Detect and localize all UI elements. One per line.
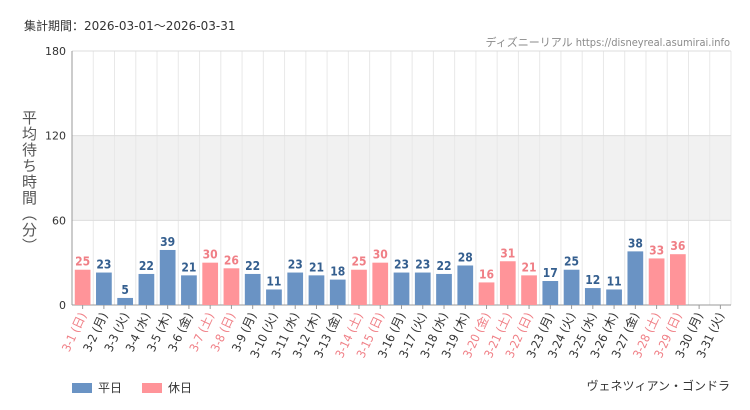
bar — [584, 288, 601, 305]
data-label: 36 — [670, 239, 685, 253]
bar — [74, 269, 91, 305]
legend: 平日 休日 — [72, 379, 212, 396]
data-label: 12 — [585, 273, 600, 287]
data-label: 25 — [75, 255, 90, 269]
shaded-band — [72, 135, 731, 221]
data-label: 30 — [203, 248, 218, 262]
data-label: 23 — [288, 258, 303, 272]
data-label: 22 — [437, 259, 452, 273]
y-axis-title: 平均待ち時間（分） — [20, 110, 38, 254]
data-label: 30 — [373, 248, 388, 262]
bar — [308, 275, 325, 305]
bar — [351, 269, 367, 305]
bar — [287, 272, 304, 305]
bar — [499, 261, 516, 305]
legend-weekday-swatch — [72, 382, 92, 393]
data-label: 33 — [649, 243, 664, 257]
data-label: 28 — [458, 250, 473, 264]
bar — [181, 275, 197, 305]
legend-holiday-swatch — [142, 382, 163, 393]
legend-weekday-label: 平日 — [98, 381, 123, 395]
bar — [542, 281, 559, 305]
bar — [478, 282, 495, 305]
y-tick-label: 0 — [59, 299, 66, 312]
bar — [648, 258, 665, 305]
data-label: 23 — [415, 258, 430, 272]
data-label: 23 — [96, 258, 111, 272]
data-label: 25 — [564, 255, 579, 269]
bar — [606, 289, 622, 305]
bar — [244, 273, 261, 305]
bar — [117, 297, 134, 305]
bar — [329, 279, 346, 305]
data-label: 21 — [181, 260, 196, 274]
data-label: 18 — [330, 265, 345, 279]
bar — [223, 268, 240, 305]
bar — [627, 251, 644, 305]
legend-holiday-label: 休日 — [168, 381, 193, 395]
data-label: 5 — [121, 283, 129, 297]
data-label: 26 — [224, 253, 239, 267]
bar — [669, 254, 686, 305]
bar — [393, 272, 410, 305]
bar — [457, 265, 474, 305]
source-label: ディズニーリアル https://disneyreal.asumirai.inf… — [485, 36, 730, 49]
bar — [159, 249, 176, 305]
data-label: 22 — [139, 259, 154, 273]
data-label: 39 — [160, 235, 175, 249]
bar — [372, 262, 389, 305]
period-label: 集計期間：2026-03-01〜2026-03-31 — [24, 19, 236, 33]
data-label: 38 — [628, 236, 643, 250]
bar — [266, 289, 282, 305]
bar — [521, 275, 537, 305]
attraction-name: ヴェネツィアン・ゴンドラ — [586, 379, 730, 393]
data-label: 17 — [543, 266, 558, 280]
bar — [563, 269, 580, 305]
legend-weekday[interactable]: 平日 — [72, 379, 122, 396]
y-tick-label: 120 — [45, 130, 66, 143]
data-label: 16 — [479, 267, 494, 281]
bar — [138, 273, 155, 305]
bar — [96, 272, 112, 305]
bar — [414, 272, 431, 305]
y-tick-label: 180 — [45, 45, 66, 58]
bar — [202, 262, 219, 305]
data-label: 31 — [500, 246, 515, 260]
legend-holiday[interactable]: 休日 — [142, 379, 192, 396]
data-label: 23 — [394, 258, 409, 272]
data-label: 21 — [309, 260, 324, 274]
data-label: 11 — [607, 274, 622, 288]
data-label: 25 — [351, 255, 366, 269]
data-label: 11 — [266, 274, 281, 288]
bar — [436, 273, 452, 305]
data-label: 22 — [245, 259, 260, 273]
y-tick-label: 60 — [52, 214, 66, 227]
data-label: 21 — [522, 260, 537, 274]
